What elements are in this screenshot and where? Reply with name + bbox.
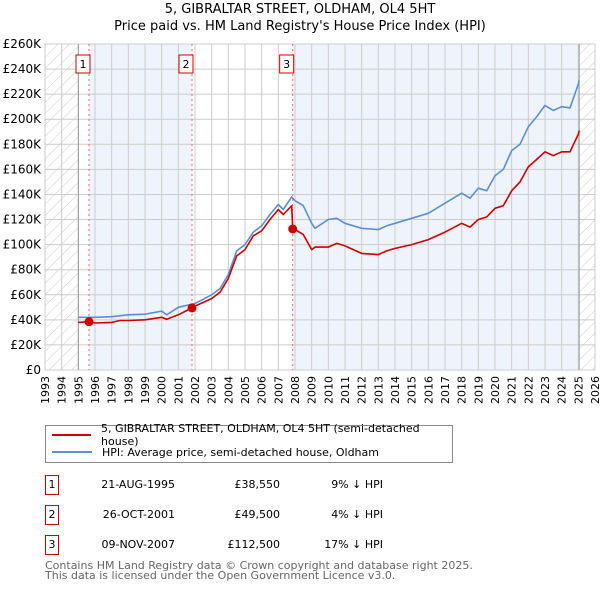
y-tick-label: £180K <box>3 137 43 151</box>
x-tick-label: 2002 <box>189 376 202 404</box>
x-tick-label: 2007 <box>272 376 285 404</box>
no-data-hatch-right <box>579 44 595 370</box>
red-line-swatch <box>52 434 92 436</box>
sale-label: 3 <box>283 58 290 71</box>
x-tick-label: 1997 <box>106 376 119 404</box>
transaction-hpi-diff: 4% ↓ HPI <box>331 508 383 521</box>
sale-label-box <box>75 54 91 74</box>
y-tick-label: £260K <box>3 37 43 51</box>
x-tick-label: 2001 <box>172 376 185 404</box>
x-tick-label: 1998 <box>122 376 135 404</box>
y-tick-label: £100K <box>3 238 43 252</box>
x-tick-label: 2011 <box>339 376 352 404</box>
sale-point <box>84 317 94 327</box>
x-tick-label: 2014 <box>389 376 402 404</box>
x-tick-label: 2008 <box>289 376 302 404</box>
legend: 5, GIBRALTAR STREET, OLDHAM, OL4 5HT (se… <box>45 422 453 463</box>
x-tick-label: 2003 <box>206 376 219 404</box>
x-tick-label: 2025 <box>572 376 585 404</box>
transaction-number: 2 <box>45 505 59 525</box>
y-tick-label: £40K <box>10 313 42 327</box>
x-tick-label: 2009 <box>306 376 319 404</box>
transaction-hpi-diff: 9% ↓ HPI <box>331 478 383 491</box>
price-chart: 1993 1994 1995 1996 1997 1998 1999 2000 2001 2002… <box>3 37 600 404</box>
y-tick-label: £20K <box>10 338 42 352</box>
transaction-price: £49,500 <box>234 508 281 521</box>
y-tick-label: £160K <box>3 162 43 176</box>
x-tick-label: 2021 <box>506 376 519 404</box>
x-tick-label: 2006 <box>256 376 269 404</box>
x-tick-label: 2004 <box>222 376 235 404</box>
transaction-date: 09-NOV-2007 <box>101 538 175 551</box>
sale-label: 2 <box>183 58 190 71</box>
x-tick-label: 2013 <box>372 376 385 404</box>
y-tick-label: £240K <box>3 62 43 76</box>
x-tick-label: 2017 <box>439 376 452 404</box>
y-tick-label: £220K <box>3 87 43 101</box>
y-tick-label: £200K <box>3 112 43 126</box>
x-tick-label: 2019 <box>472 376 485 404</box>
footer-line-2: This data is licensed under the Open Gov… <box>45 569 396 582</box>
blue-line-swatch <box>52 451 92 453</box>
legend-item-price-paid: 5, GIBRALTAR STREET, OLDHAM, OL4 5HT (se… <box>52 422 452 448</box>
legend-label: HPI: Average price, semi-detached house,… <box>102 445 379 459</box>
x-tick-label: 1999 <box>139 376 152 404</box>
legend-item-hpi: HPI: Average price, semi-detached house,… <box>52 444 379 460</box>
y-tick-label: £0 <box>26 363 41 377</box>
x-tick-label: 1995 <box>72 376 85 404</box>
sale-point <box>187 303 197 313</box>
transaction-date: 21-AUG-1995 <box>101 478 175 491</box>
x-tick-label: 1996 <box>89 376 102 404</box>
sale-label-box <box>178 54 194 74</box>
x-tick-label: 1993 <box>39 376 52 404</box>
shaded-period-3 <box>292 44 580 370</box>
sale-point <box>288 224 298 234</box>
transaction-number: 1 <box>45 475 59 495</box>
x-tick-label: 1994 <box>56 376 69 404</box>
footer-line-1: Contains HM Land Registry data © Crown c… <box>45 559 473 572</box>
sale-label-box <box>279 54 295 74</box>
hpi-line <box>78 80 580 319</box>
x-tick-label: 2026 <box>589 376 600 404</box>
chart-title: 5, GIBRALTAR STREET, OLDHAM, OL4 5HT <box>164 2 436 17</box>
price-paid-line <box>78 130 580 324</box>
x-tick-label: 2016 <box>422 376 435 404</box>
x-tick-label: 2015 <box>406 376 419 404</box>
x-tick-label: 2000 <box>156 376 169 404</box>
transaction-number: 3 <box>45 535 59 555</box>
plot-border <box>44 43 596 371</box>
legend-label: 5, GIBRALTAR STREET, OLDHAM, OL4 5HT (se… <box>101 422 420 448</box>
transaction-price: £38,550 <box>234 478 281 491</box>
y-tick-label: £140K <box>3 187 43 201</box>
transaction-date: 26-OCT-2001 <box>102 508 175 521</box>
x-tick-label: 2005 <box>239 376 252 404</box>
x-tick-label: 2024 <box>556 376 569 404</box>
x-tick-label: 2012 <box>356 376 369 404</box>
transaction-price: £112,500 <box>227 538 281 551</box>
footer-attribution: Contains HM Land Registry data © Crown c… <box>45 559 473 582</box>
x-tick-label: 2020 <box>489 376 502 404</box>
y-tick-label: £120K <box>3 213 43 227</box>
chart-subtitle: Price paid vs. HM Land Registry's House … <box>114 19 486 34</box>
x-tick-label: 2018 <box>456 376 469 404</box>
transaction-hpi-diff: 17% ↓ HPI <box>324 538 383 551</box>
x-tick-label: 2022 <box>522 376 535 404</box>
x-tick-label: 2010 <box>322 376 335 404</box>
y-tick-label: £80K <box>10 263 42 277</box>
x-tick-label: 2023 <box>539 376 552 404</box>
y-tick-label: £60K <box>10 288 42 302</box>
shaded-period-1 <box>89 44 192 370</box>
sale-label: 1 <box>80 58 87 71</box>
